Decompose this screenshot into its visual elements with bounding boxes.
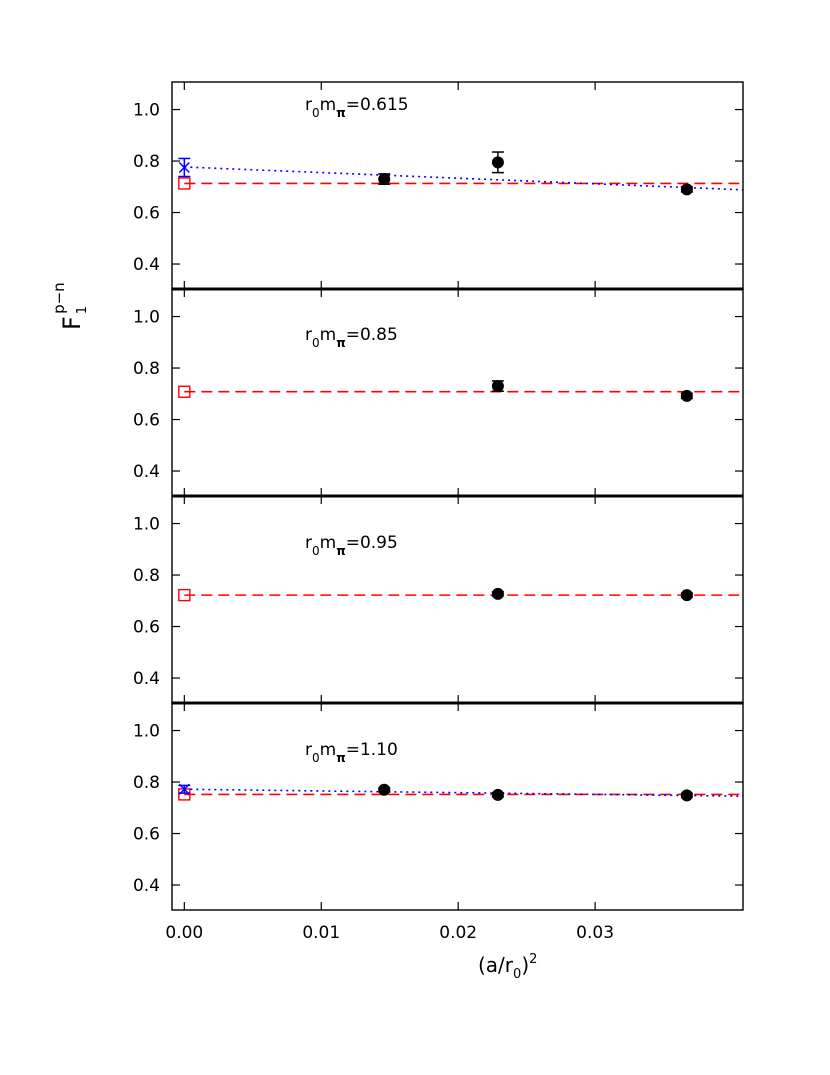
y-tick-label: 1.0 — [133, 101, 160, 121]
annotation-part: =0.95 — [346, 533, 398, 553]
y-tick-label: 1.0 — [133, 515, 160, 535]
x-label-part: (a/r — [478, 953, 514, 977]
data-point — [680, 389, 693, 402]
annotation-part: 0 — [312, 106, 320, 120]
data-point — [680, 589, 693, 602]
y-tick-label: 0.8 — [133, 152, 160, 172]
annotation-part: r — [305, 740, 312, 760]
fit-line — [184, 166, 744, 191]
data-point — [178, 161, 190, 174]
annotation-part: π — [336, 751, 346, 765]
x-tick-label: 0.02 — [439, 923, 477, 943]
x-tick-label: 0.00 — [165, 923, 203, 943]
panel-annotation: r0mπ=0.85 — [305, 325, 398, 350]
panel-annotation: r0mπ=0.615 — [305, 95, 409, 120]
data-point — [178, 177, 191, 190]
panel-frame — [171, 702, 744, 911]
y-tick-label: 0.4 — [133, 669, 160, 689]
y-tick-label: 0.6 — [133, 204, 160, 224]
y-tick-label: 0.6 — [133, 825, 160, 845]
data-point — [178, 385, 191, 398]
y-tick-label: 0.4 — [133, 255, 160, 275]
data-point — [491, 156, 504, 169]
x-label-part: 0 — [513, 967, 521, 982]
y-tick-label: 0.4 — [133, 876, 160, 896]
data-point — [178, 783, 190, 795]
y-tick-label: 1.0 — [133, 308, 160, 328]
y-axis-label: F 1 p−n — [50, 282, 90, 330]
annotation-part: m — [320, 533, 337, 553]
panel-annotation: r0mπ=1.10 — [305, 740, 398, 765]
data-point — [178, 588, 191, 602]
y-tick-label: 0.6 — [133, 618, 160, 638]
y-label-part: p−n — [50, 282, 68, 314]
data-point — [378, 783, 391, 796]
x-label-part: 2 — [529, 952, 537, 967]
y-tick-label: 0.8 — [133, 773, 160, 793]
annotation-part: r — [305, 325, 312, 345]
y-tick-label: 0.8 — [133, 566, 160, 586]
panel-frame — [171, 81, 744, 290]
y-label-part: 1 — [75, 306, 90, 314]
annotation-part: 0 — [312, 751, 320, 765]
data-point — [680, 789, 693, 802]
annotation-part: 0 — [312, 544, 320, 558]
y-tick-label: 1.0 — [133, 722, 160, 742]
annotation-part: π — [336, 106, 346, 120]
annotation-part: π — [336, 544, 346, 558]
y-tick-label: 0.6 — [133, 411, 160, 431]
data-point — [491, 380, 504, 393]
annotation-part: r — [305, 533, 312, 553]
annotation-part: =1.10 — [346, 740, 398, 760]
annotation-part: m — [320, 95, 337, 115]
x-tick-label: 0.01 — [302, 923, 340, 943]
data-point — [491, 587, 504, 600]
x-tick-label: 0.03 — [576, 923, 614, 943]
annotation-part: m — [320, 740, 337, 760]
y-tick-label: 0.8 — [133, 359, 160, 379]
data-point — [491, 788, 504, 801]
data-point — [378, 173, 391, 186]
y-label-part: F — [58, 316, 86, 330]
x-label-part: ) — [521, 953, 529, 977]
y-tick-label: 0.4 — [133, 462, 160, 482]
annotation-part: r — [305, 95, 312, 115]
annotation-part: =0.615 — [346, 95, 409, 115]
x-axis-label: (a/r0)2 — [478, 952, 537, 982]
data-point — [680, 183, 693, 196]
annotation-part: 0 — [312, 336, 320, 350]
annotation-part: π — [336, 336, 346, 350]
panel-frame — [171, 495, 744, 704]
annotation-part: m — [320, 325, 337, 345]
annotation-part: =0.85 — [346, 325, 398, 345]
panel-annotation: r0mπ=0.95 — [305, 533, 398, 558]
